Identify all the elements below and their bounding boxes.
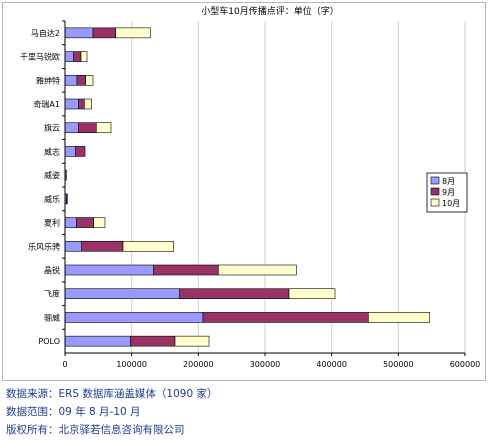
data-source-note: 数据来源：ERS 数据库涵盖媒体（1090 家） <box>6 388 218 400</box>
x-tick-label: 500000 <box>383 360 414 369</box>
legend-swatch <box>430 187 440 196</box>
category-label: 骊威 <box>44 312 60 322</box>
bar-segment <box>93 217 106 228</box>
chart-title: 小型车10月传播点评：单位（字） <box>201 5 338 17</box>
bar-segment <box>78 98 85 110</box>
bar-segment <box>64 122 79 134</box>
bar-segment <box>64 51 74 62</box>
x-tick-label: 200000 <box>183 360 214 369</box>
legend-label: 8月 <box>442 177 455 186</box>
bar-segment <box>76 74 86 86</box>
bar-segment <box>81 240 124 252</box>
bar-segment <box>368 312 430 323</box>
data-range-note: 数据范围：09 年 8 月-10 月 <box>6 406 141 418</box>
legend-swatch <box>430 176 440 185</box>
category-label: 千里马锐欧 <box>20 52 60 62</box>
category-label: 飞度 <box>44 289 60 299</box>
category-label: POLO <box>38 337 60 346</box>
bar-segment <box>218 264 297 276</box>
gridlines <box>131 21 466 353</box>
x-tick-label: 0 <box>62 360 67 369</box>
axes: 0 100000 200000 300000 400000 500000 600000 马自达… <box>20 20 481 369</box>
bar-segment <box>64 146 76 157</box>
category-label: 雅绅特 <box>36 75 60 85</box>
bar-segment <box>66 193 68 205</box>
category-label: 马自达2 <box>31 28 60 38</box>
category-label: 夏利 <box>44 218 60 228</box>
bar-segment <box>84 98 92 110</box>
legend-swatch <box>430 198 440 207</box>
bar-segment <box>73 51 82 62</box>
bar-segment <box>64 27 94 39</box>
bar-segment <box>64 98 79 110</box>
bar-segment <box>153 264 219 276</box>
bar-segment <box>122 240 174 252</box>
copyright-note: 版权所有：北京驿若信息咨询有限公司 <box>6 424 185 436</box>
x-tick-label: 300000 <box>250 360 281 369</box>
stacked-bar-chart: 小型车10月传播点评：单位（字） 0 100000 200000 300000 4000… <box>20 5 481 369</box>
bar-segment <box>76 217 94 228</box>
bar-segment <box>80 51 88 62</box>
bar-segment <box>64 312 204 323</box>
bar-segment <box>115 27 151 39</box>
bar-segment <box>64 217 77 228</box>
category-label: 威乐 <box>44 194 60 204</box>
category-label: 晶锐 <box>44 265 60 275</box>
bar-segment <box>288 288 336 300</box>
legend-label: 9月 <box>442 188 455 197</box>
bar-segment <box>202 312 369 323</box>
x-tick-label: 400000 <box>316 360 347 369</box>
bars <box>64 27 430 347</box>
bar-segment <box>64 335 131 347</box>
bar-segment <box>64 264 154 276</box>
legend-label: 10月 <box>442 199 460 208</box>
bar-segment <box>96 122 112 134</box>
category-label: 奇瑞A1 <box>33 99 60 109</box>
bar-segment <box>64 240 82 252</box>
bar-segment <box>179 288 290 300</box>
bar-segment <box>85 74 94 86</box>
legend: 8月 9月 10月 <box>426 172 468 213</box>
bar-segment <box>92 27 116 39</box>
x-tick-label: 100000 <box>116 360 147 369</box>
bar-segment <box>75 146 86 157</box>
category-label: 威姿 <box>44 170 60 180</box>
bar-segment <box>174 335 210 347</box>
category-label: 威志 <box>44 146 60 156</box>
x-tick-label: 600000 <box>450 360 481 369</box>
category-label: 旗云 <box>44 123 60 133</box>
bar-segment <box>130 335 176 347</box>
footnotes: 数据来源：ERS 数据库涵盖媒体（1090 家） 数据范围：09 年 8 月-1… <box>6 385 486 439</box>
category-label: 乐风乐骋 <box>28 241 60 251</box>
bar-segment <box>64 74 78 86</box>
bar-segment <box>64 288 180 300</box>
chart-frame: 小型车10月传播点评：单位（字） 0 100000 200000 300000 4000… <box>2 2 486 381</box>
bar-segment <box>78 122 97 134</box>
